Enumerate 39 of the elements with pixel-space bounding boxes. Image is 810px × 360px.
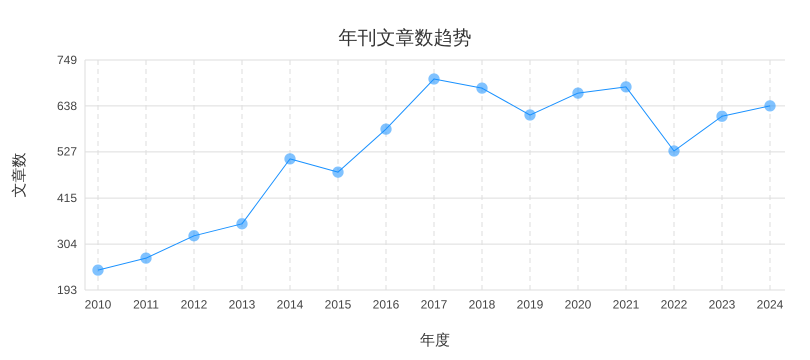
point xyxy=(332,166,344,178)
x-axis-title: 年度 xyxy=(420,331,450,349)
y-tick-label: 304 xyxy=(56,236,78,251)
point xyxy=(236,218,248,230)
point xyxy=(284,153,296,164)
point xyxy=(524,109,536,121)
y-tick-label: 193 xyxy=(56,282,78,297)
y-tick-label: 415 xyxy=(56,191,78,206)
y-tick-label: 527 xyxy=(56,144,78,159)
x-tick-label: 2015 xyxy=(324,298,352,312)
x-tick-label: 2018 xyxy=(468,298,496,312)
x-tick-label: 2020 xyxy=(564,298,592,312)
point xyxy=(428,73,440,85)
x-tick-label: 2024 xyxy=(756,298,784,312)
point xyxy=(620,81,632,93)
x-tick-label: 2013 xyxy=(228,298,256,312)
x-tick-label: 2019 xyxy=(516,298,544,312)
point xyxy=(140,252,152,264)
y-tick-label: 638 xyxy=(56,98,78,113)
x-tick-label: 2023 xyxy=(708,298,736,312)
point xyxy=(668,145,680,157)
point xyxy=(380,123,392,135)
point xyxy=(572,87,584,99)
x-tick-label: 2011 xyxy=(133,298,160,312)
x-tick-label: 2010 xyxy=(84,298,112,312)
point xyxy=(764,100,776,112)
x-tick-label: 2022 xyxy=(660,298,688,312)
x-tick-label: 2017 xyxy=(420,298,448,312)
x-tick-label: 2021 xyxy=(612,298,640,312)
point xyxy=(716,110,728,122)
y-tick-label: 749 xyxy=(56,52,78,67)
chart-title: 年刊文章数趋势 xyxy=(338,27,472,49)
point xyxy=(476,82,488,94)
point xyxy=(92,264,104,276)
point xyxy=(188,230,200,242)
x-tick-label: 2014 xyxy=(276,298,304,312)
x-tick-label: 2012 xyxy=(180,298,208,312)
y-axis-title: 文章数 xyxy=(10,152,28,198)
x-tick-label: 2016 xyxy=(372,298,400,312)
